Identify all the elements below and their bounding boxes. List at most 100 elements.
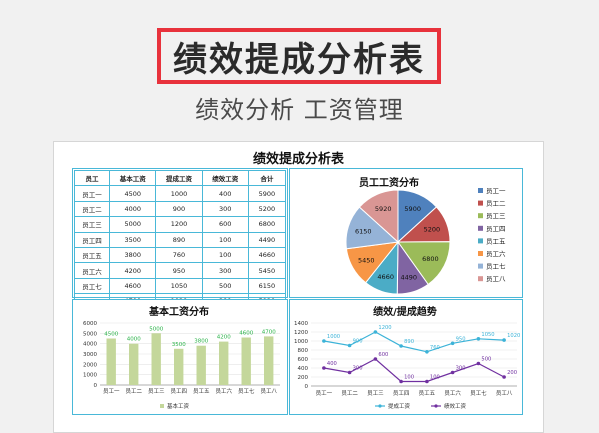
table-cell: 900 — [155, 200, 203, 218]
line-data-label: 890 — [404, 339, 414, 345]
line-point — [450, 370, 455, 375]
bar — [106, 338, 116, 385]
bar-x-tick-label: 员工八 — [261, 388, 278, 395]
pie-legend-swatch — [478, 276, 483, 282]
line-chart: 0 200 400 600 800 1000 1200 1400 员工一 员工二 员工三 员工四 员工五… — [294, 321, 520, 410]
pie-slice — [358, 189, 399, 244]
line-y-tick-label: 800 — [298, 348, 309, 354]
bar-data-label: 4500 — [104, 332, 118, 338]
table-header-cell: 合计 — [247, 169, 287, 187]
table-cell: 4490 — [247, 231, 287, 248]
line-point — [425, 350, 429, 354]
table-row: 员工六 4200 950 300 5450 — [73, 262, 287, 279]
line-data-label: 300 — [456, 366, 466, 372]
line-point — [502, 338, 506, 342]
bar-data-label: 4700 — [262, 329, 276, 335]
line-y-tick-label: 1400 — [294, 321, 308, 327]
pie-legend-swatch — [478, 188, 483, 193]
table-cell: 3800 — [109, 246, 157, 264]
bar-legend-swatch — [160, 404, 164, 408]
line-data-label: 1020 — [507, 333, 520, 339]
pie-chart: 5900 5200 6800 4490 4660 5450 6150 5920 员工一员工二员工… — [345, 187, 506, 295]
line-point — [399, 379, 403, 384]
line-data-label: 100 — [404, 375, 414, 381]
pie-slice-label: 5900 — [404, 205, 421, 213]
table-header-row: 员工 基本工资 提成工资 绩效工资 合计 — [73, 169, 287, 187]
banner-title: 绩效提成分析表 — [157, 28, 441, 84]
line-y-tick-label: 0 — [305, 384, 309, 390]
line-y-tick-label: 600 — [298, 357, 309, 363]
bar-chart: 0 1000 2000 3000 4000 5000 6000 4500 员工一 4000 员工二 5… — [83, 321, 280, 410]
table-cell: 890 — [155, 231, 203, 248]
table-cell: 4200 — [109, 262, 157, 279]
table-cell: 100 — [201, 246, 249, 264]
table-cell: 400 — [201, 185, 249, 202]
line-data-label: 760 — [430, 345, 440, 351]
pie-legend-label: 员工八 — [486, 275, 506, 283]
table-cell: 600 — [201, 216, 249, 233]
table-row: 员工七 4600 1050 500 6150 — [73, 277, 287, 295]
table-cell: 员工五 — [73, 246, 111, 264]
table-cell: 300 — [201, 200, 249, 218]
table-cell: 950 — [155, 262, 203, 279]
line-legend-marker — [378, 404, 382, 408]
line-point — [373, 357, 378, 361]
line-series — [323, 358, 505, 383]
table-cell: 500 — [201, 277, 249, 295]
pie-slice-label: 6800 — [422, 255, 439, 263]
pie-legend-label: 员工二 — [486, 200, 506, 208]
table-cell: 5000 — [109, 216, 157, 233]
line-x-tick-label: 员工七 — [470, 389, 487, 397]
line-data-label: 1000 — [327, 334, 340, 340]
line-x-tick-label: 员工八 — [496, 390, 513, 397]
line-point — [450, 341, 455, 346]
bar — [174, 348, 184, 385]
line-legend-label: 提成工资 — [388, 402, 411, 410]
pie-slice-label: 4660 — [377, 273, 394, 281]
bar — [129, 343, 139, 385]
line-legend-marker — [434, 404, 438, 408]
table-cell: 员工六 — [73, 262, 111, 279]
table-row: 员工一 4500 1000 400 5900 — [73, 185, 287, 202]
line-x-tick-label: 员工五 — [419, 390, 436, 397]
pie-slice — [397, 241, 451, 286]
line-y-tick-label: 1200 — [294, 330, 308, 336]
line-data-label: 200 — [507, 370, 517, 376]
bar — [264, 336, 274, 385]
line-point — [476, 337, 481, 341]
bar-y-tick-label: 3000 — [83, 352, 97, 358]
bar-data-label: 3800 — [194, 339, 208, 345]
bar — [196, 345, 206, 385]
bar — [219, 341, 229, 385]
line-chart-title: 绩效/提成趋势 — [373, 307, 437, 318]
bar-data-label: 4200 — [217, 335, 231, 341]
table-cell: 员工七 — [73, 277, 111, 295]
line-series — [323, 331, 505, 353]
banner-subtitle: 绩效分析 工资管理 — [195, 96, 404, 124]
bar-data-label: 4600 — [239, 331, 253, 337]
table-cell: 5200 — [247, 200, 287, 218]
line-data-label: 1200 — [378, 325, 391, 331]
bar-y-tick-label: 0 — [94, 383, 98, 389]
line-point — [322, 339, 326, 343]
bar-data-label: 5000 — [149, 326, 163, 332]
pie-legend-label: 员工七 — [486, 262, 506, 271]
table-row: 员工二 4000 900 300 5200 — [73, 200, 287, 218]
table-cell: 5900 — [247, 185, 287, 202]
table-cell: 4600 — [109, 277, 157, 295]
table-header-cell: 提成工资 — [155, 169, 203, 187]
table-cell: 员工四 — [73, 231, 111, 248]
line-point — [502, 375, 506, 379]
line-point — [399, 344, 403, 348]
pie-legend-swatch — [478, 238, 483, 244]
table-cell: 760 — [155, 246, 203, 264]
pie-chart-title: 员工工资分布 — [359, 178, 419, 189]
line-point — [476, 361, 481, 366]
table-cell: 300 — [201, 262, 249, 279]
table-cell: 员工三 — [73, 216, 111, 233]
table-cell: 3500 — [109, 231, 157, 248]
bar-x-tick-label: 员工一 — [103, 388, 120, 395]
bar-y-tick-label: 1000 — [83, 373, 97, 379]
line-data-label: 600 — [378, 352, 388, 358]
bar-legend-label: 基本工资 — [167, 402, 190, 410]
